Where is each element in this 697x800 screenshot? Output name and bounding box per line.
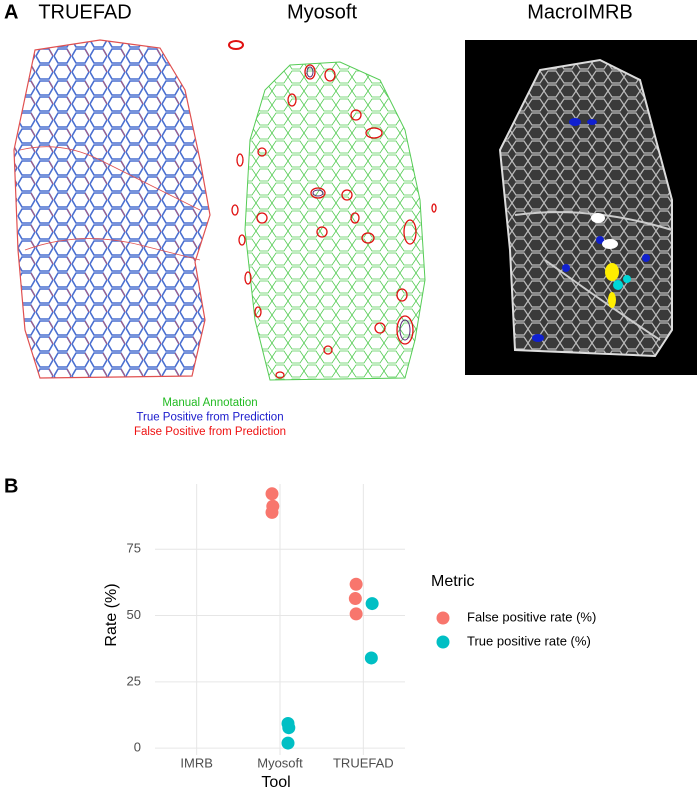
point: [281, 736, 295, 750]
legend-title: Metric: [431, 573, 475, 590]
y-tick-label: 50: [127, 607, 141, 622]
legend-swatch: [436, 611, 450, 625]
y-tick-label: 25: [127, 673, 141, 688]
legend-text: Manual Annotation: [162, 397, 257, 409]
panel-label: B: [4, 475, 18, 497]
legend-label: False positive rate (%): [467, 609, 596, 624]
point: [265, 505, 279, 519]
y-tick-label: 75: [127, 541, 141, 556]
annotation-legend: Manual Annotation True Positive from Pred…: [134, 397, 286, 438]
legend-text: True Positive from Prediction: [136, 412, 283, 424]
y-tick-label: 0: [134, 740, 141, 755]
point: [265, 487, 279, 501]
macroimrb-image: [465, 40, 697, 375]
image-title: TRUEFAD: [38, 1, 131, 23]
panel-label: A: [4, 1, 18, 23]
chart: 0 25 50 75 IMRB Myosoft TRUEFAD Tool Rate (%) Met…: [103, 484, 596, 791]
x-axis-label: Tool: [261, 774, 290, 791]
point: [282, 721, 296, 735]
point: [349, 577, 363, 591]
y-axis-label: Rate (%): [103, 583, 120, 646]
point: [365, 597, 379, 611]
legend-label: True positive rate (%): [467, 633, 591, 648]
x-tick-label: TRUEFAD: [333, 755, 394, 770]
x-tick-label: Myosoft: [257, 755, 303, 770]
image-title: Myosoft: [287, 1, 357, 23]
legend-text: False Positive from Prediction: [134, 426, 286, 438]
truefad-image: [13, 39, 211, 379]
point: [348, 592, 362, 606]
image-title: MacroIMRB: [527, 1, 633, 23]
myosoft-image: [228, 40, 437, 381]
point: [364, 651, 378, 665]
legend-swatch: [436, 635, 450, 649]
x-tick-label: IMRB: [180, 755, 213, 770]
point: [349, 607, 363, 621]
